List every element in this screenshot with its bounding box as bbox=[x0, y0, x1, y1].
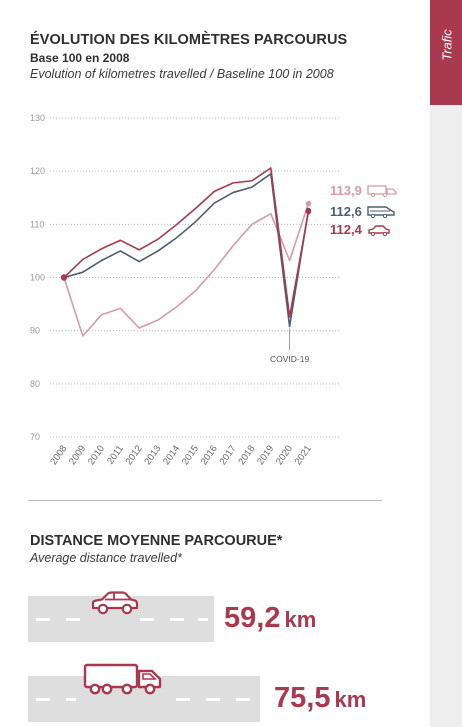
road-dash bbox=[198, 618, 208, 621]
y-tick-label: 70 bbox=[30, 432, 40, 442]
x-tick-label: 2012 bbox=[124, 443, 145, 467]
road-dash bbox=[176, 698, 190, 701]
wheel bbox=[370, 213, 376, 219]
wheel bbox=[382, 192, 388, 198]
y-tick-label: 120 bbox=[30, 166, 45, 176]
vans-end-label: 112,6 bbox=[330, 204, 362, 219]
covid-annotation: COVID-19 bbox=[270, 354, 309, 364]
side-strip bbox=[430, 105, 462, 727]
cars-series-line bbox=[63, 167, 310, 318]
x-tick-label: 2008 bbox=[48, 443, 69, 467]
side-tab bbox=[430, 0, 462, 105]
truck-distance-number: 75,5 bbox=[274, 682, 331, 714]
x-tick-label: 2017 bbox=[218, 443, 239, 467]
road-dash bbox=[140, 618, 154, 621]
wheel bbox=[382, 213, 388, 219]
chart-subtitle: Base 100 en 2008 bbox=[30, 51, 130, 65]
x-tick-label: 2009 bbox=[67, 443, 88, 467]
x-tick-label: 2019 bbox=[255, 443, 276, 467]
x-tick-label: 2013 bbox=[142, 443, 163, 467]
car-icon bbox=[91, 591, 139, 615]
wheel bbox=[370, 192, 376, 198]
truck-distance-unit: km bbox=[334, 687, 367, 712]
car-distance-number: 59,2 bbox=[224, 602, 281, 634]
chart-title: ÉVOLUTION DES KILOMÈTRES PARCOURUS bbox=[30, 32, 348, 48]
section-subtitle: Average distance travelled* bbox=[30, 551, 182, 565]
wheel bbox=[382, 231, 388, 237]
x-tick-label: 2015 bbox=[180, 443, 201, 467]
road-dash bbox=[66, 618, 80, 621]
van-icon bbox=[367, 206, 395, 216]
road-dash bbox=[170, 618, 184, 621]
road-dash bbox=[206, 698, 220, 701]
y-tick-label: 90 bbox=[30, 326, 40, 336]
trucks-end-label: 113,9 bbox=[330, 183, 362, 198]
car-distance-value: 59,2 km bbox=[224, 602, 316, 635]
y-tick-label: 100 bbox=[30, 273, 45, 283]
chart-subtitle-english: Evolution of kilometres travelled / Base… bbox=[30, 67, 334, 81]
car-distance-unit: km bbox=[284, 607, 317, 632]
x-tick-label: 2016 bbox=[199, 443, 220, 467]
wheel bbox=[370, 231, 376, 237]
section-divider bbox=[28, 500, 382, 501]
x-tick-label: 2014 bbox=[161, 443, 182, 467]
truck-icon bbox=[83, 663, 162, 695]
y-tick-label: 130 bbox=[30, 113, 45, 123]
car-icon bbox=[368, 225, 390, 234]
vans-series-line bbox=[63, 173, 310, 328]
y-tick-label: 80 bbox=[30, 379, 40, 389]
road-dash bbox=[36, 618, 50, 621]
x-tick-label: 2021 bbox=[293, 443, 314, 467]
x-tick-label: 2010 bbox=[86, 443, 107, 467]
road-dash bbox=[236, 698, 250, 701]
x-tick-label: 2020 bbox=[274, 443, 295, 467]
x-tick-label: 2018 bbox=[236, 443, 257, 467]
truck-distance-value: 75,5 km bbox=[274, 682, 366, 715]
line-chart: 7080901001101201302008200920102011201220… bbox=[30, 113, 397, 467]
y-tick-label: 110 bbox=[30, 219, 44, 229]
trucks-series-line bbox=[63, 203, 310, 337]
x-tick-label: 2011 bbox=[105, 443, 126, 466]
road-dash bbox=[66, 698, 76, 701]
cars-end-label: 112,4 bbox=[330, 222, 363, 237]
section-title: DISTANCE MOYENNE PARCOURUE* bbox=[30, 533, 283, 549]
truck-icon bbox=[367, 185, 387, 195]
trucks-end-point bbox=[305, 200, 312, 207]
road-dash bbox=[36, 698, 50, 701]
cars-end-point bbox=[305, 208, 312, 215]
truck-icon-cab bbox=[386, 188, 397, 195]
start-point bbox=[60, 274, 68, 281]
